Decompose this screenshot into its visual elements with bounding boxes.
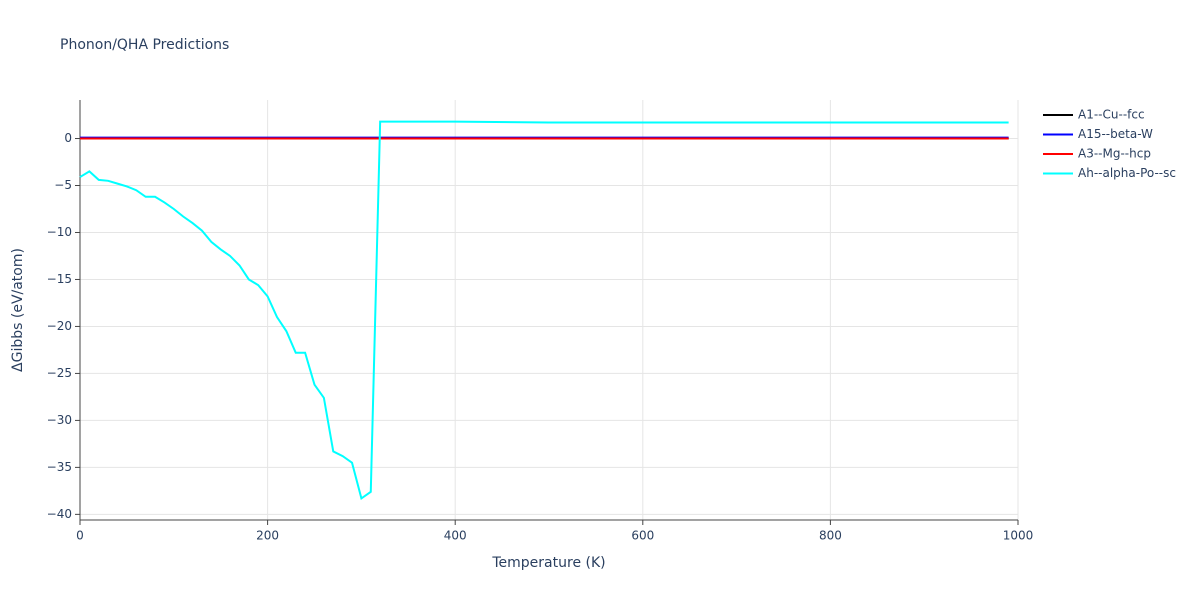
y-tick-label: −35	[47, 460, 72, 474]
legend-label: A3--Mg--hcp	[1078, 147, 1151, 161]
x-tick-label: 200	[256, 529, 279, 543]
x-tick-label: 800	[819, 529, 842, 543]
data-line	[79, 120, 1009, 501]
x-axis-title: Temperature (K)	[491, 555, 605, 571]
x-tick-label: 400	[444, 529, 467, 543]
legend-label: A1--Cu--fcc	[1078, 108, 1145, 122]
y-tick-label: −40	[47, 507, 72, 521]
y-tick-label: −10	[47, 225, 72, 239]
y-tick-label: −30	[47, 413, 72, 427]
y-tick-label: −15	[47, 272, 72, 286]
x-tick-label: 0	[76, 529, 84, 543]
y-tick-label: −20	[47, 319, 72, 333]
x-tick-label: 1000	[1003, 529, 1034, 543]
y-axis-title: ΔGibbs (eV/atom)	[10, 248, 26, 372]
chart-title: Phonon/QHA Predictions	[60, 37, 229, 53]
x-tick-label: 600	[631, 529, 654, 543]
y-tick-label: −25	[47, 366, 72, 380]
y-tick-label: −5	[54, 178, 72, 192]
y-tick-label: 0	[64, 131, 72, 145]
legend-label: A15--beta-W	[1078, 127, 1153, 141]
legend-label: Ah--alpha-Po--sc	[1078, 166, 1176, 180]
